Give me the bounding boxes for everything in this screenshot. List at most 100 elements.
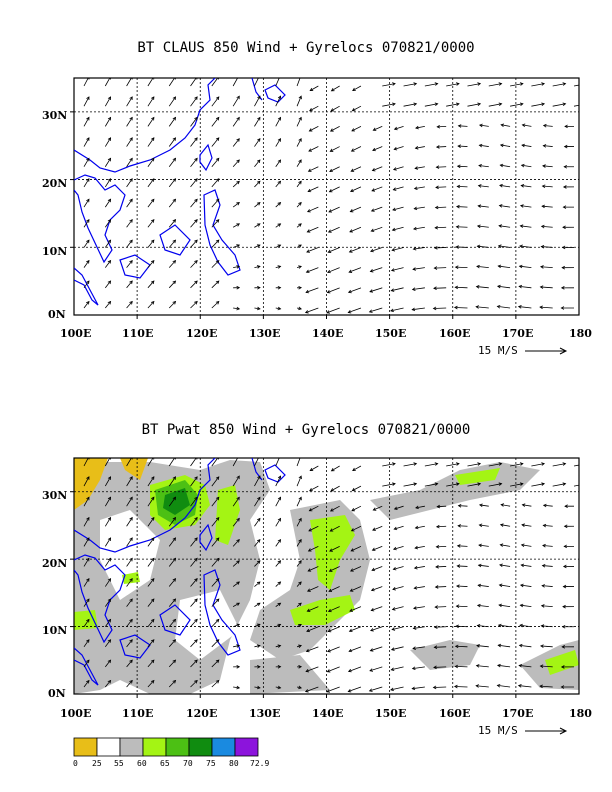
wind-arrow — [390, 287, 404, 292]
wind-arrow — [126, 679, 133, 688]
wind-arrow — [104, 659, 112, 668]
wind-arrow — [539, 285, 553, 289]
wind-arrow — [477, 184, 489, 188]
wind-arrow — [446, 482, 460, 487]
wind-arrow — [497, 264, 511, 269]
wind-arrow — [168, 259, 177, 268]
wind-arrow — [371, 186, 383, 192]
wind-arrow — [475, 285, 489, 289]
wind-arrow — [510, 462, 524, 467]
wind-arrow — [370, 586, 383, 592]
wind-arrow — [499, 143, 511, 148]
panel1-lon-160e: 160E — [439, 327, 471, 340]
wind-arrow — [540, 224, 553, 229]
panel2-wind-vectors — [83, 458, 579, 693]
wind-arrow — [542, 543, 553, 548]
wind-arrow — [413, 606, 425, 610]
wind-arrow — [83, 537, 90, 547]
wind-arrow — [190, 198, 198, 208]
wind-arrow — [232, 496, 240, 507]
wind-arrow — [147, 219, 155, 228]
wind-arrow — [436, 504, 447, 509]
wind-arrow — [531, 462, 546, 467]
wind-arrow — [349, 586, 362, 592]
wind-arrow — [347, 307, 362, 314]
wind-arrow — [296, 201, 302, 208]
wind-arrow — [296, 644, 302, 648]
wind-arrow — [455, 245, 468, 249]
panel1-coastline — [74, 78, 286, 306]
wind-arrow — [83, 178, 90, 188]
panel2-title: BT Pwat 850 Wind + Gyrelocs 070821/0000 — [141, 422, 471, 438]
wind-arrow — [232, 95, 240, 107]
wind-arrow — [168, 476, 176, 487]
wind-arrow — [453, 305, 468, 310]
wind-arrow — [542, 144, 553, 148]
wind-arrow — [254, 78, 259, 87]
wind-arrow — [327, 646, 340, 653]
wind-arrow — [560, 306, 575, 310]
wind-arrow — [83, 239, 90, 248]
wind-arrow — [330, 105, 340, 112]
wind-arrow — [392, 186, 404, 191]
wind-arrow — [147, 516, 155, 527]
panel1-lon-110e: 110E — [122, 327, 154, 340]
wind-arrow — [392, 586, 404, 591]
wind-arrow — [350, 546, 362, 552]
wind-arrow — [349, 226, 362, 233]
wind-arrow — [190, 618, 198, 627]
wind-arrow — [542, 164, 553, 168]
wind-arrow — [541, 563, 553, 568]
wind-arrow — [349, 606, 362, 612]
legend-label-8: 72.9 — [250, 759, 270, 768]
wind-arrow — [104, 157, 112, 167]
wind-arrow — [308, 525, 319, 532]
wind-arrow — [147, 157, 155, 167]
wind-arrow — [211, 496, 220, 507]
wind-arrow — [433, 625, 447, 629]
wind-arrow — [433, 665, 447, 670]
color-legend — [73, 737, 259, 757]
wind-arrow — [413, 565, 425, 570]
wind-arrow — [126, 516, 133, 527]
wind-arrow — [564, 504, 575, 508]
panel1-lat-0n: 0N — [48, 308, 66, 321]
wind-arrow — [275, 581, 282, 587]
wind-arrow — [391, 626, 404, 631]
wind-arrow — [147, 618, 155, 627]
wind-arrow — [413, 586, 425, 590]
panel1-lon-150e: 150E — [375, 327, 407, 340]
wind-arrow — [275, 78, 280, 87]
wind-arrow — [561, 624, 575, 629]
wind-arrow — [435, 185, 447, 190]
panel1-lon-180: 180 — [569, 327, 592, 340]
wind-arrow — [327, 626, 340, 633]
wind-arrow — [326, 307, 340, 314]
panel1-lon-170e: 170E — [502, 327, 534, 340]
wind-arrow — [351, 485, 362, 492]
wind-arrow — [233, 265, 241, 269]
wind-arrow — [446, 82, 460, 87]
wind-arrow — [104, 577, 112, 587]
wind-arrow — [368, 686, 383, 692]
wind-arrow — [232, 458, 239, 467]
wind-arrow — [436, 124, 447, 129]
wind-arrow — [168, 516, 177, 527]
panel2-lon-110e: 110E — [122, 707, 154, 720]
wind-arrow — [168, 280, 177, 289]
wind-arrow — [83, 577, 90, 587]
wind-arrow — [168, 458, 176, 467]
wind-arrow — [306, 586, 319, 592]
wind-arrow — [190, 458, 198, 467]
wind-arrow — [563, 144, 575, 149]
wind-arrow — [542, 523, 553, 528]
legend-label-5: 70 — [183, 759, 193, 768]
wind-arrow — [211, 260, 220, 268]
wind-arrow — [350, 146, 362, 152]
legend-swatch — [119, 737, 144, 757]
wind-arrow — [372, 505, 383, 511]
wind-arrow — [456, 204, 468, 209]
wind-arrow — [126, 476, 133, 487]
wind-arrow — [496, 304, 511, 309]
wind-arrow — [126, 598, 133, 607]
